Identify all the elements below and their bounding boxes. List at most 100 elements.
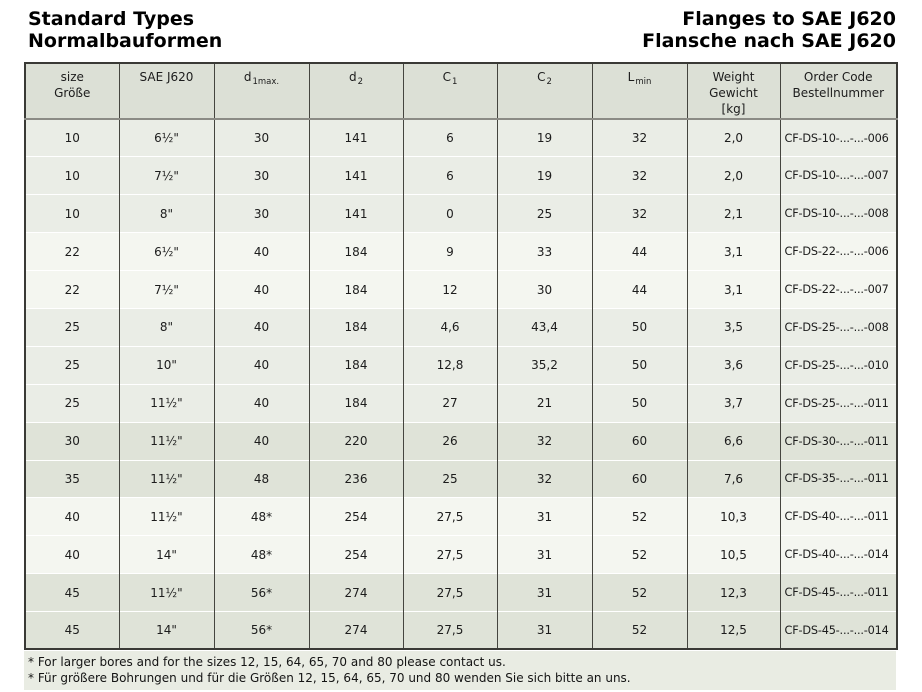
table-row: 35 11½" 48 236 25 32 60 7,6 CF-DS-35-...-...-011 — [25, 459, 897, 498]
title-left: Standard Types Normalbauformen — [28, 8, 222, 52]
cell-d1max: 40 — [213, 383, 309, 423]
cell-c2: 31 — [496, 573, 592, 612]
cell-d2: 254 — [308, 497, 403, 536]
cell-order-code: CF-DS-30-...-...-011 — [779, 421, 897, 461]
cell-d2: 254 — [308, 535, 403, 574]
cell-d1max: 30 — [213, 156, 309, 195]
cell-d2: 274 — [308, 611, 403, 650]
col-header-c2-symbol: C — [537, 70, 546, 84]
cell-c2: 32 — [496, 459, 592, 498]
title-right-line2: Flansche nach SAE J620 — [642, 30, 896, 52]
cell-size: 25 — [25, 383, 119, 423]
cell-size: 10 — [25, 119, 119, 157]
cell-weight: 3,6 — [686, 345, 780, 385]
cell-sae-j620: 11½" — [118, 421, 214, 461]
table-row: 22 7½" 40 184 12 30 44 3,1 CF-DS-22-...-...-007 — [25, 270, 897, 309]
col-header-size: size Größe — [25, 63, 119, 120]
footnotes: * For larger bores and for the sizes 12,… — [24, 651, 896, 690]
cell-d1max: 56* — [213, 573, 309, 612]
cell-sae-j620: 8" — [118, 194, 214, 233]
table-row: 10 8" 30 141 0 25 32 2,1 CF-DS-10-...-...-008 — [25, 194, 897, 233]
cell-d1max: 48 — [213, 459, 309, 498]
cell-c2: 31 — [496, 497, 592, 536]
cell-c1: 27 — [402, 383, 497, 423]
cell-weight: 2,0 — [686, 119, 780, 157]
cell-weight: 3,5 — [686, 307, 780, 347]
cell-weight: 10,5 — [686, 535, 780, 574]
col-header-c2: C2 — [496, 63, 592, 120]
col-header-weight: Weight Gewicht [kg] — [686, 63, 780, 120]
cell-lmin: 50 — [591, 307, 687, 347]
cell-c2: 30 — [496, 270, 592, 309]
cell-order-code: CF-DS-25-...-...-011 — [779, 383, 897, 423]
col-header-c1: C1 — [402, 63, 497, 120]
cell-weight: 12,5 — [686, 611, 780, 650]
cell-sae-j620: 8" — [118, 307, 214, 347]
cell-lmin: 60 — [591, 421, 687, 461]
cell-c1: 6 — [402, 119, 497, 157]
cell-d1max: 40 — [213, 232, 309, 271]
col-header-lmin-symbol: L — [627, 70, 635, 84]
cell-d2: 184 — [308, 270, 403, 309]
cell-size: 40 — [25, 535, 119, 574]
cell-lmin: 44 — [591, 270, 687, 309]
cell-d1max: 40 — [213, 270, 309, 309]
cell-c2: 31 — [496, 535, 592, 574]
footnote-en: * For larger bores and for the sizes 12,… — [28, 655, 506, 669]
table-row: 30 11½" 40 220 26 32 60 6,6 CF-DS-30-...-...-011 — [25, 421, 897, 461]
cell-c1: 4,6 — [402, 307, 497, 347]
cell-d2: 184 — [308, 307, 403, 347]
cell-c1: 26 — [402, 421, 497, 461]
cell-size: 45 — [25, 611, 119, 650]
col-header-d1max-symbol: d — [243, 70, 252, 84]
cell-sae-j620: 14" — [118, 611, 214, 650]
cell-lmin: 52 — [591, 535, 687, 574]
cell-d2: 274 — [308, 573, 403, 612]
table-row: 45 11½" 56* 274 27,5 31 52 12,3 CF-DS-45-...-...… — [25, 573, 897, 612]
cell-size: 22 — [25, 232, 119, 271]
cell-size: 35 — [25, 459, 119, 498]
col-header-d2: d2 — [308, 63, 403, 120]
cell-c1: 12,8 — [402, 345, 497, 385]
cell-d2: 236 — [308, 459, 403, 498]
col-header-sae-j620-line: SAE J620 — [139, 70, 194, 84]
col-header-c2-subscript: 2 — [546, 77, 552, 87]
cell-c2: 35,2 — [496, 345, 592, 385]
cell-sae-j620: 7½" — [118, 270, 214, 309]
cell-d2: 220 — [308, 421, 403, 461]
cell-size: 22 — [25, 270, 119, 309]
cell-c1: 27,5 — [402, 535, 497, 574]
cell-c1: 27,5 — [402, 497, 497, 536]
table-row: 25 11½" 40 184 27 21 50 3,7 CF-DS-25-...-...-011 — [25, 383, 897, 423]
cell-sae-j620: 11½" — [118, 573, 214, 612]
table-row: 22 6½" 40 184 9 33 44 3,1 CF-DS-22-...-...-006 — [25, 232, 897, 271]
cell-c2: 33 — [496, 232, 592, 271]
cell-weight: 3,1 — [686, 232, 780, 271]
cell-size: 10 — [25, 194, 119, 233]
cell-order-code: CF-DS-25-...-...-010 — [779, 345, 897, 385]
flange-spec-table: size Größe SAE J620 d1max. d2 C1 C2 Lmin Weight G… — [24, 62, 898, 651]
cell-order-code: CF-DS-45-...-...-014 — [779, 611, 897, 650]
cell-weight: 2,1 — [686, 194, 780, 233]
table-row: 40 14" 48* 254 27,5 31 52 10,5 CF-DS-40-...-...-… — [25, 535, 897, 574]
col-header-size-line: size — [60, 70, 84, 84]
col-header-c1-subscript: 1 — [451, 77, 458, 87]
col-header-weight-line: Weight — [712, 70, 755, 84]
cell-lmin: 52 — [591, 573, 687, 612]
table-row: 25 8" 40 184 4,6 43,4 50 3,5 CF-DS-25-...-...-00… — [25, 307, 897, 347]
cell-d1max: 30 — [213, 119, 309, 157]
cell-order-code: CF-DS-22-...-...-006 — [779, 232, 897, 271]
cell-size: 10 — [25, 156, 119, 195]
cell-weight: 6,6 — [686, 421, 780, 461]
col-header-order-code-line: Order Code — [803, 70, 873, 84]
cell-d2: 141 — [308, 194, 403, 233]
cell-c2: 32 — [496, 421, 592, 461]
col-header-lmin: Lmin — [591, 63, 687, 120]
cell-c2: 21 — [496, 383, 592, 423]
cell-sae-j620: 11½" — [118, 383, 214, 423]
cell-sae-j620: 10" — [118, 345, 214, 385]
cell-order-code: CF-DS-40-...-...-014 — [779, 535, 897, 574]
cell-size: 40 — [25, 497, 119, 536]
cell-c1: 12 — [402, 270, 497, 309]
